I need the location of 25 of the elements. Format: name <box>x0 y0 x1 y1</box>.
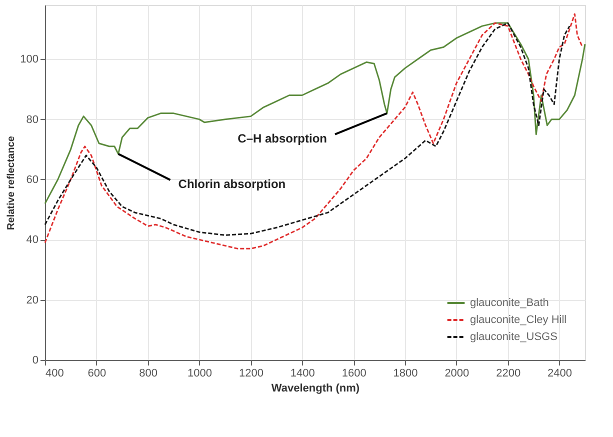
y-tick-label: 0 <box>32 354 38 366</box>
y-tick-label: 100 <box>20 54 38 66</box>
x-tick-label: 2400 <box>548 368 572 380</box>
y-tick-label: 20 <box>26 294 38 306</box>
x-axis-title: Wavelength (nm) <box>271 382 360 394</box>
line-series <box>44 22 586 204</box>
x-tick-label: 800 <box>139 368 158 380</box>
legend-label: glauconite_USGS <box>470 331 558 343</box>
x-tick-label: 2000 <box>444 368 470 380</box>
x-tick-label: 2200 <box>496 368 521 380</box>
x-tick-label: 400 <box>46 368 64 380</box>
y-tick-label: 40 <box>26 234 38 246</box>
y-tick-label: 60 <box>26 174 38 186</box>
x-tick-label: 1400 <box>290 368 315 380</box>
x-tick-label: 1600 <box>342 368 366 380</box>
x-tick-label: 600 <box>88 368 106 380</box>
y-tick-label: 80 <box>26 114 38 126</box>
y-axis-title: Relative reflectance <box>6 136 18 230</box>
x-tick-label: 1800 <box>393 368 418 380</box>
x-tick-label: 1000 <box>188 368 212 380</box>
x-tick-label: 1200 <box>238 368 264 380</box>
legend-label: glauconite_Bath <box>470 297 549 309</box>
legend-label: glauconite_Cley Hill <box>470 314 567 326</box>
annotation: C–H absorption <box>238 131 327 146</box>
annotation: Chlorin absorption <box>178 176 286 191</box>
